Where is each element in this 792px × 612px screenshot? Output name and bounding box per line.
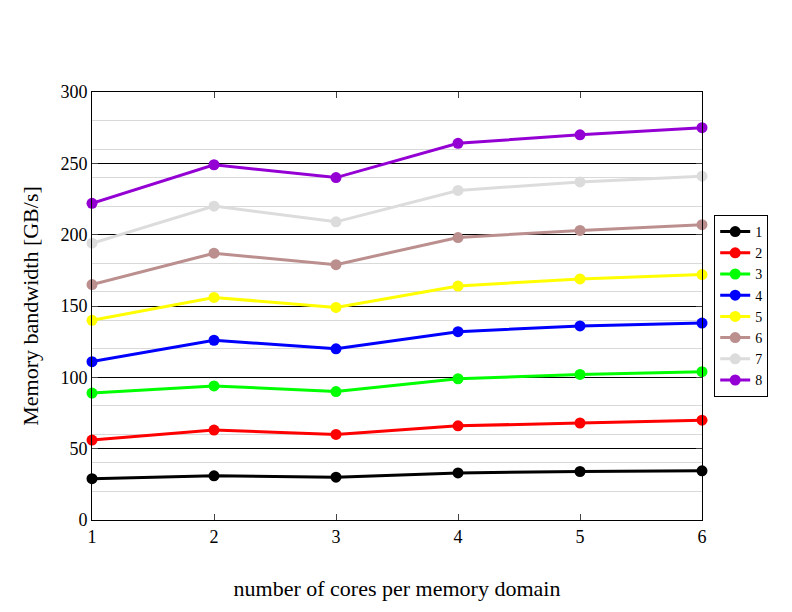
svg-text:4: 4 — [755, 289, 762, 304]
svg-text:5: 5 — [755, 310, 762, 325]
svg-text:300: 300 — [60, 82, 87, 102]
svg-text:7: 7 — [755, 352, 762, 367]
svg-text:2: 2 — [755, 246, 762, 261]
svg-text:3: 3 — [755, 267, 762, 282]
svg-text:Memory bandwidth [GB/s]: Memory bandwidth [GB/s] — [18, 186, 43, 426]
svg-text:5: 5 — [576, 527, 585, 547]
svg-text:200: 200 — [60, 225, 87, 245]
svg-text:3: 3 — [332, 527, 341, 547]
svg-text:150: 150 — [60, 296, 87, 316]
svg-text:0: 0 — [78, 510, 87, 530]
svg-text:100: 100 — [60, 368, 87, 388]
svg-text:2: 2 — [210, 527, 219, 547]
svg-text:1: 1 — [755, 225, 762, 240]
svg-text:4: 4 — [454, 527, 463, 547]
svg-text:1: 1 — [88, 527, 97, 547]
svg-text:8: 8 — [755, 373, 762, 388]
svg-text:6: 6 — [698, 527, 707, 547]
svg-text:number of cores per memory dom: number of cores per memory domain — [234, 576, 561, 601]
svg-text:250: 250 — [60, 154, 87, 174]
svg-text:50: 50 — [69, 439, 87, 459]
svg-text:6: 6 — [755, 331, 762, 346]
